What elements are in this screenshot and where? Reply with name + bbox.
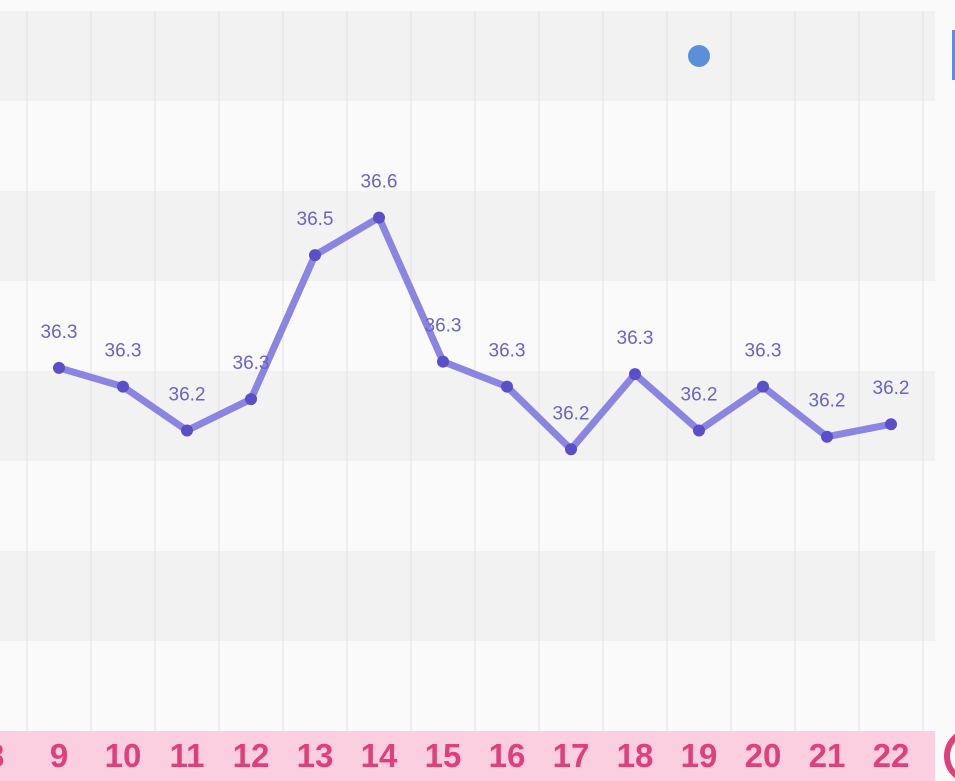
x-tick-label: 13 xyxy=(297,737,334,774)
data-label: 36.3 xyxy=(745,341,782,362)
background-band xyxy=(0,371,935,461)
data-point xyxy=(53,361,65,374)
data-label: 36.2 xyxy=(873,378,910,399)
x-tick-label: 15 xyxy=(425,737,462,774)
data-label: 36.3 xyxy=(233,353,270,374)
x-tick-label: 9 xyxy=(50,737,68,774)
data-label: 36.2 xyxy=(809,391,846,412)
cropped-legend-edge xyxy=(952,30,955,80)
data-label: 36.6 xyxy=(361,172,398,193)
data-label: 36.2 xyxy=(553,403,590,424)
data-point xyxy=(821,430,833,443)
x-tick-label: 21 xyxy=(809,737,846,774)
x-tick-label: 16 xyxy=(489,737,526,774)
data-point xyxy=(565,443,577,456)
background-bands xyxy=(0,11,935,731)
x-tick-label: 22 xyxy=(873,737,910,774)
data-labels: 36.3 36.3 36.2 36.3 36.5 36.6 36.3 36.3 36.2 36.3… xyxy=(41,172,910,425)
x-tick-label: 14 xyxy=(361,737,398,774)
data-point xyxy=(437,355,449,368)
data-point xyxy=(693,424,705,437)
data-label: 36.5 xyxy=(297,209,334,230)
data-label: 36.2 xyxy=(681,384,718,405)
temperature-series-line xyxy=(55,214,895,453)
background-band xyxy=(0,461,935,551)
data-label: 36.3 xyxy=(617,328,654,349)
data-point xyxy=(309,249,321,262)
x-tick-labels: 8 9 10 11 12 13 14 15 16 17 18 19 20 21 22 xyxy=(0,737,909,774)
x-tick-label: 10 xyxy=(105,737,142,774)
data-label: 36.3 xyxy=(425,316,462,337)
x-tick-label: 17 xyxy=(553,737,590,774)
data-point xyxy=(501,380,513,393)
vertical-gridlines xyxy=(26,11,924,731)
x-tick-label: 8 xyxy=(0,737,4,774)
data-point xyxy=(629,368,641,381)
background-band xyxy=(0,281,935,371)
background-band xyxy=(0,11,935,101)
x-tick-label: 18 xyxy=(617,737,654,774)
background-band xyxy=(0,191,935,281)
data-point xyxy=(885,418,897,431)
background-band xyxy=(0,641,935,731)
data-point xyxy=(117,380,129,393)
data-point xyxy=(245,393,257,406)
data-point xyxy=(181,424,193,437)
data-label: 36.3 xyxy=(489,341,526,362)
cropped-day-marker xyxy=(944,733,955,779)
background-band xyxy=(0,551,935,641)
x-tick-label: 12 xyxy=(233,737,270,774)
data-label: 36.3 xyxy=(41,322,78,343)
right-edge-partial-elements xyxy=(944,30,955,779)
legend-marker-dot xyxy=(688,45,710,67)
x-tick-label: 20 xyxy=(745,737,782,774)
data-point xyxy=(757,380,769,393)
data-label: 36.3 xyxy=(105,341,142,362)
background-band xyxy=(0,101,935,191)
data-points xyxy=(53,211,897,456)
x-tick-label: 19 xyxy=(681,737,718,774)
data-point xyxy=(373,211,385,224)
x-axis-band xyxy=(0,731,935,781)
data-label: 36.2 xyxy=(169,384,206,405)
x-tick-label: 11 xyxy=(170,737,205,774)
